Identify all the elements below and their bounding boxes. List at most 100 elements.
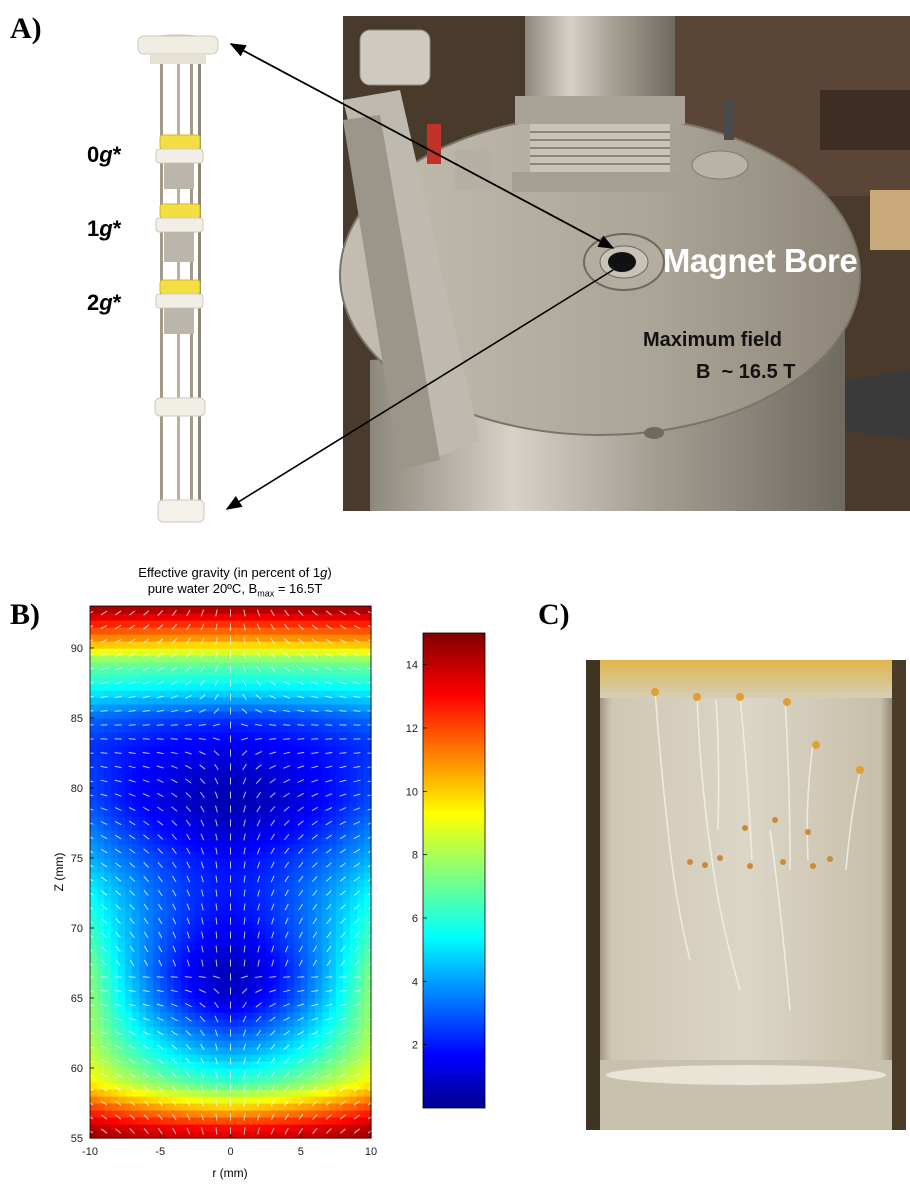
quiver-arrow	[284, 903, 289, 911]
heatmap-cell	[195, 914, 204, 922]
quiver-arrow	[243, 931, 246, 939]
quiver-arrow	[114, 710, 122, 712]
heatmap-cell	[202, 823, 211, 831]
quiver-arrow	[115, 890, 122, 896]
quiver-arrow	[298, 959, 303, 967]
heatmap-cell	[265, 809, 274, 817]
heatmap-cell	[167, 1096, 175, 1104]
heatmap-cell	[307, 844, 316, 852]
quiver-arrow	[311, 862, 318, 868]
heatmap-cell	[216, 998, 225, 1006]
heatmap-cell	[321, 725, 330, 733]
quiver-arrow	[115, 959, 121, 967]
heatmap-cell	[174, 760, 182, 768]
heatmap-cell	[230, 1068, 239, 1076]
heatmap-cell	[118, 893, 126, 901]
heatmap-cell	[104, 949, 112, 957]
heatmap-cell	[335, 718, 344, 726]
heatmap-cell	[146, 858, 154, 866]
heatmap-cell	[272, 690, 281, 698]
heatmap-cell	[125, 893, 133, 901]
heatmap-cell	[237, 1124, 246, 1132]
heatmap-cell	[230, 942, 239, 950]
heatmap-cell	[286, 900, 295, 908]
heatmap-cell	[307, 606, 316, 614]
heatmap-cell	[167, 970, 175, 978]
quiver-arrow	[243, 651, 246, 659]
quiver-arrow	[271, 917, 275, 925]
heatmap-cell	[181, 914, 189, 922]
quiver-arrow	[114, 1031, 122, 1035]
heatmap-cell	[181, 725, 189, 733]
heatmap-cell	[209, 669, 218, 677]
heatmap-cell	[132, 1033, 140, 1041]
heatmap-cell	[125, 1012, 133, 1020]
quiver-arrow	[143, 1072, 150, 1078]
quiver-arrow	[241, 975, 249, 979]
heatmap-cell	[153, 977, 161, 985]
heatmap-cell	[167, 1075, 175, 1083]
heatmap-cell	[300, 697, 309, 705]
heatmap-cell	[90, 1033, 98, 1041]
quiver-arrow	[298, 610, 304, 616]
heatmap-cell	[209, 823, 218, 831]
heatmap-cell	[307, 977, 316, 985]
quiver-arrow	[142, 990, 150, 992]
heatmap-cell	[356, 921, 365, 929]
heatmap-cell	[167, 1012, 175, 1020]
heatmap-cell	[118, 1033, 126, 1041]
heatmap-cell	[356, 998, 365, 1006]
heatmap-cell	[125, 907, 133, 915]
heatmap-cell	[230, 781, 239, 789]
heatmap-cell	[356, 648, 365, 656]
quiver-arrow	[283, 638, 290, 644]
heatmap-cell	[251, 837, 260, 845]
heatmap-cell	[202, 956, 211, 964]
heatmap-cell	[328, 1110, 337, 1118]
heatmap-cell	[160, 1117, 168, 1125]
heatmap-cell	[356, 606, 365, 614]
quiver-arrow	[157, 889, 163, 897]
heatmap-cell	[251, 697, 260, 705]
heatmap-cell	[223, 1040, 232, 1048]
heatmap-cell	[153, 998, 161, 1006]
heatmap-cell	[153, 718, 161, 726]
heatmap-cell	[314, 781, 323, 789]
heatmap-cell	[349, 1117, 358, 1125]
quiver-arrow	[298, 931, 303, 939]
heatmap-cell	[97, 1026, 105, 1034]
heatmap-cell	[118, 1026, 126, 1034]
heatmap-cell	[195, 795, 204, 803]
heatmap-cell	[118, 984, 126, 992]
quiver-arrow	[100, 793, 108, 797]
heatmap-cell	[167, 893, 175, 901]
heatmap-cell	[272, 991, 281, 999]
colorbar-tick-label: 6	[412, 913, 418, 925]
heatmap-cell	[209, 1075, 218, 1083]
heatmap-cell	[307, 928, 316, 936]
heatmap-cell	[160, 669, 168, 677]
heatmap-cell	[160, 942, 168, 950]
heatmap-cell	[230, 984, 239, 992]
heatmap-cell	[335, 1131, 344, 1139]
heatmap-cell	[342, 872, 351, 880]
heatmap-cell	[230, 795, 239, 803]
heatmap-cell	[258, 676, 267, 684]
quiver-arrow	[156, 1003, 164, 1007]
heatmap-cell	[258, 1131, 267, 1139]
heatmap-cell	[321, 844, 330, 852]
quiver-arrow	[297, 1030, 305, 1036]
heatmap-cell	[314, 963, 323, 971]
quiver-arrow	[200, 805, 205, 813]
heatmap-cell	[181, 1061, 189, 1069]
heatmap-cell	[335, 739, 344, 747]
heatmap-cell	[349, 872, 358, 880]
heatmap-cell	[230, 802, 239, 810]
heatmap-cell	[153, 781, 161, 789]
heatmap-cell	[237, 753, 246, 761]
heatmap-cell	[363, 879, 372, 887]
heatmap-cell	[160, 991, 168, 999]
heatmap-cell	[286, 886, 295, 894]
quiver-arrow	[283, 1058, 290, 1064]
